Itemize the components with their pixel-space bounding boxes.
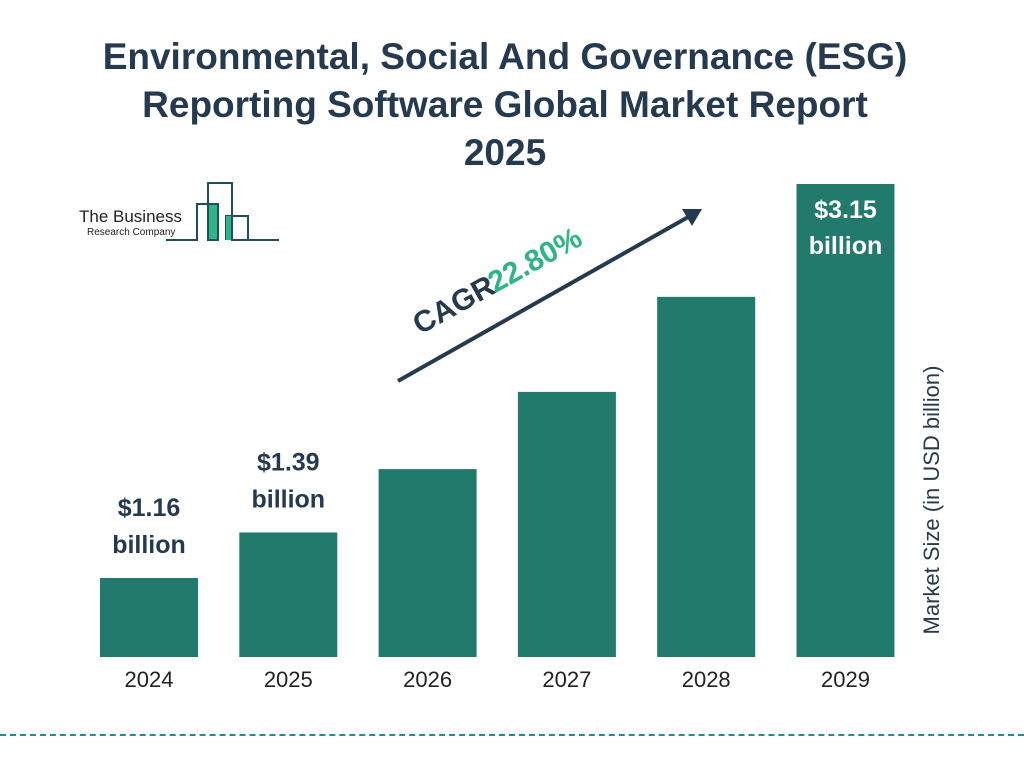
x-tick-label: 2024 [125,667,174,692]
bar-2028 [657,296,756,657]
bar-2027 [517,391,616,657]
y-axis-label: Market Size (in USD billion) [919,365,944,635]
bar-2026 [378,469,477,657]
title-line-1: Environmental, Social And Governance (ES… [102,36,908,77]
cagr-value: 22.80% [483,221,588,299]
title-line-3: 2025 [463,132,547,173]
company-logo: The Business Research Company [79,182,279,241]
logo-line-2: Research Company [87,227,175,238]
chart-title: Environmental, Social And Governance (ES… [0,33,1010,177]
bar-2025 [239,532,338,657]
x-tick-label: 2026 [403,667,452,692]
bar-2029 [796,184,895,657]
logo-line-1: The Business [79,207,182,226]
cagr-arrow-line [397,214,691,383]
bar-2024 [100,578,198,657]
footer-dashed-divider [0,734,1024,736]
x-tick-label: 2027 [542,667,591,692]
data-label-value: $1.16 [118,494,181,522]
cagr-annotation: CAGR 22.80% [397,209,702,383]
x-tick-label: 2025 [264,667,313,692]
data-label-value: $3.15 [814,196,877,224]
data-label-unit: billion [112,531,186,559]
title-line-2: Reporting Software Global Market Report [142,84,868,125]
x-tick-label: 2028 [682,667,731,692]
data-label-unit: billion [809,232,883,260]
data-label-value: $1.39 [257,448,320,476]
arrow-head-icon [682,209,702,226]
data-label-unit: billion [251,485,325,513]
x-tick-label: 2029 [821,667,870,692]
